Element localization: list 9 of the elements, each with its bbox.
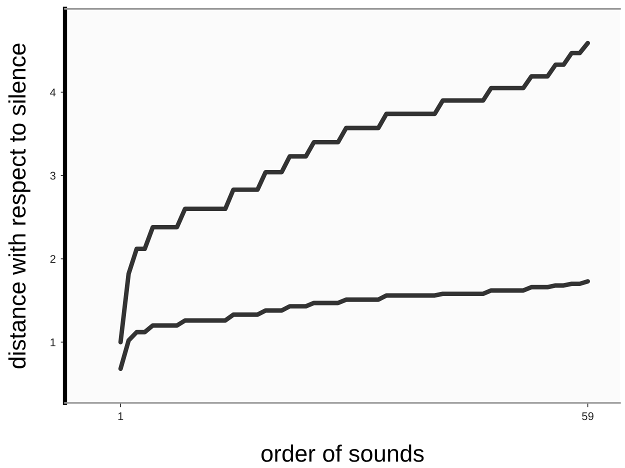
line-series (118, 40, 590, 344)
y-tick-label: 1 (50, 338, 56, 346)
y-tick-label: 4 (50, 88, 56, 96)
x-axis-title: order of sounds (261, 444, 424, 462)
y-tick-label: 3 (50, 172, 56, 180)
x-tick-label: 59 (582, 412, 594, 420)
y-axis-title: distance with respect to silence (8, 44, 30, 368)
y-tick-label: 2 (50, 255, 56, 263)
line-series (118, 279, 590, 372)
